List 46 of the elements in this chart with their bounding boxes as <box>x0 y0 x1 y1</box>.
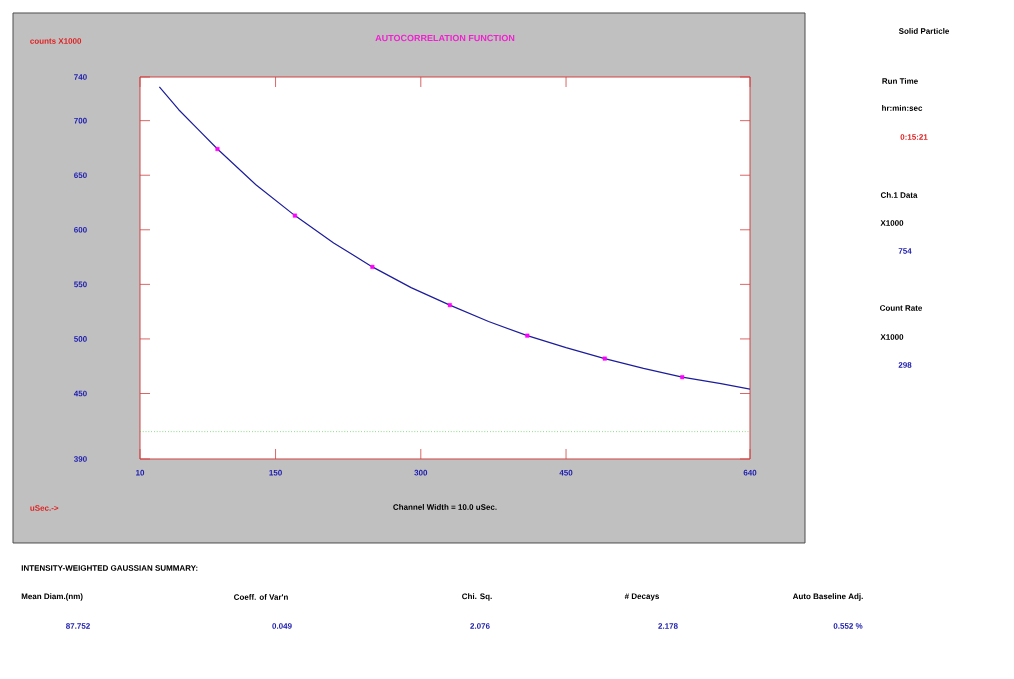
x-axis-title: uSec.-> <box>30 505 59 511</box>
y-tick-label: 740 <box>74 74 87 80</box>
line-series <box>158 86 750 390</box>
text: 0:15:21 <box>900 134 928 140</box>
y-tick-label: 700 <box>74 117 87 124</box>
text: hr:min:sec <box>882 105 923 111</box>
text: X1000 <box>880 334 904 340</box>
text: X1000 <box>880 220 904 226</box>
point <box>680 375 685 380</box>
text: Mean Diam.(nm) <box>21 593 83 601</box>
point <box>447 303 452 308</box>
text: # Decays <box>624 593 660 601</box>
point <box>525 333 530 338</box>
y-tick-label: 650 <box>74 172 87 179</box>
x-tick-label: 640 <box>743 469 757 476</box>
x-tick-label: 300 <box>414 469 428 476</box>
y-axis-title: counts X1000 <box>30 38 82 44</box>
point <box>292 213 297 218</box>
text: Chi. Sq. <box>462 593 492 601</box>
point <box>215 147 220 152</box>
text: 2.178 <box>658 623 678 629</box>
text: Count Rate <box>880 305 923 311</box>
text: Ch.1 Data <box>880 192 918 198</box>
chart-title: AUTOCORRELATION FUNCTION <box>375 34 515 42</box>
y-tick-label: 450 <box>73 390 87 397</box>
point <box>370 264 375 269</box>
text: INTENSITY-WEIGHTED GAUSSIAN SUMMARY: <box>21 565 198 571</box>
x-tick-label: 450 <box>559 469 573 476</box>
text: Auto Baseline Adj. <box>792 593 863 601</box>
y-tick-label: 500 <box>74 336 87 342</box>
text: Run Time <box>882 78 918 84</box>
x-tick-label: 10 <box>136 469 145 476</box>
text: Solid Particle <box>898 28 950 34</box>
text: 0.552 % <box>833 623 863 629</box>
text: 87.752 <box>66 623 90 629</box>
y-tick-label: 390 <box>73 456 87 462</box>
text: 0.049 <box>272 623 292 629</box>
text: 2.076 <box>470 623 490 629</box>
x-tick-label: 150 <box>269 469 282 476</box>
point <box>602 356 607 361</box>
y-tick-label: 600 <box>74 226 87 233</box>
text: Coeff. of Var'n <box>234 594 288 600</box>
text: Channel Width = 10.0 uSec. <box>393 504 497 510</box>
text: 298 <box>898 362 912 368</box>
text: 754 <box>898 248 912 254</box>
y-tick-label: 550 <box>74 281 87 288</box>
